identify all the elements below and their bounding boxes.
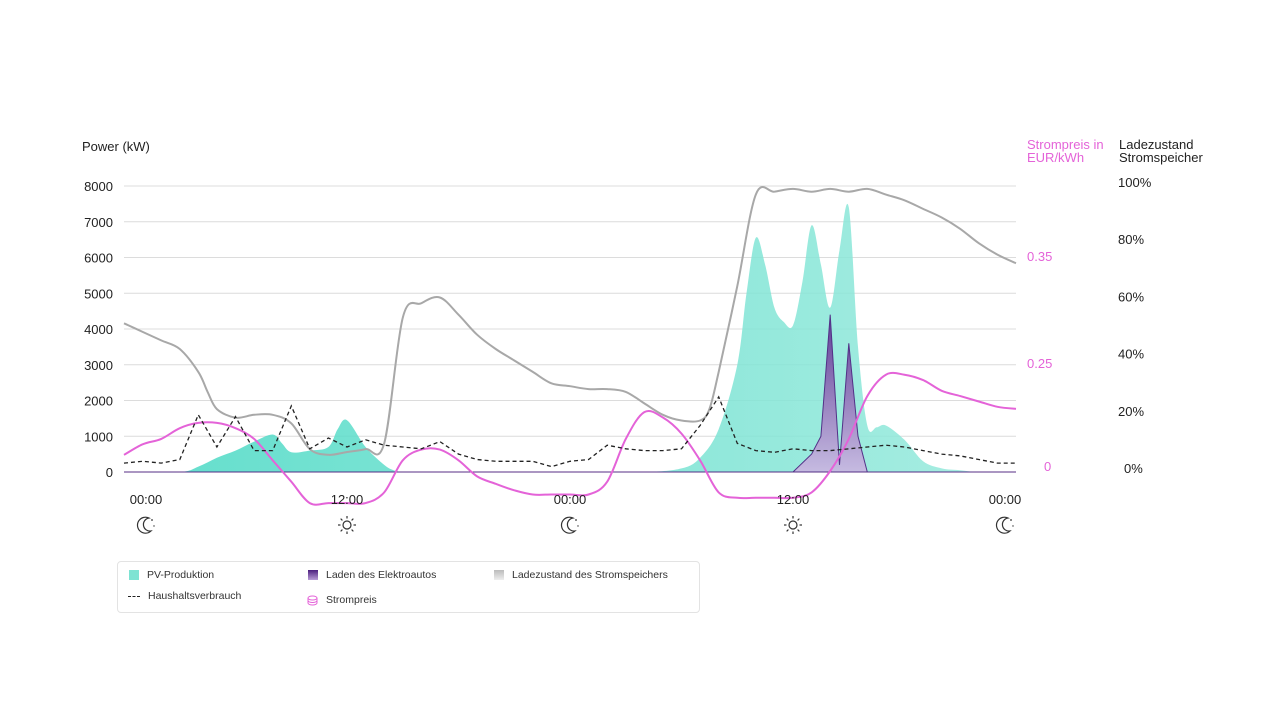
soc-axis-title-line1: Ladezustand xyxy=(1119,137,1193,152)
price-tick-label: 0 xyxy=(1044,459,1051,474)
left-tick-label: 3000 xyxy=(84,358,113,373)
sun-icon xyxy=(784,516,802,534)
sun-core xyxy=(788,520,798,530)
left-tick-label: 2000 xyxy=(84,394,113,409)
moon-star xyxy=(1010,519,1012,521)
sun-ray xyxy=(351,518,354,521)
left-tick-label: 1000 xyxy=(84,429,113,444)
moon-shape xyxy=(995,516,1012,534)
moon-star xyxy=(575,519,577,521)
legend-item-ev: Laden des Elektroautos xyxy=(308,569,436,581)
left-tick-label: 0 xyxy=(106,465,113,480)
left-tick-label: 6000 xyxy=(84,251,113,266)
legend-item-household: Haushaltsverbrauch xyxy=(128,590,241,602)
sun-core xyxy=(342,520,352,530)
soc-tick-label: 100% xyxy=(1118,175,1152,190)
ev-charging-area xyxy=(124,314,1016,473)
soc-tick-label: 0% xyxy=(1124,461,1143,476)
sun-ray xyxy=(340,518,343,521)
soc-tick-label: 20% xyxy=(1118,404,1144,419)
sun-icon xyxy=(338,516,356,534)
sun-ray xyxy=(351,529,354,532)
price-axis-title-line2: EUR/kWh xyxy=(1027,150,1084,165)
left-tick-label: 4000 xyxy=(84,322,113,337)
battery-soc-line xyxy=(123,186,1017,456)
x-tick-label: 00:00 xyxy=(130,492,163,507)
legend-label-ev: Laden des Elektroautos xyxy=(326,569,437,581)
x-tick-label: 12:00 xyxy=(331,492,364,507)
price-tick-label: 0.25 xyxy=(1027,356,1052,371)
price-tick-label: 0.35 xyxy=(1027,249,1052,264)
chart-legend: PV-Produktion Laden des Elektroautos Lad… xyxy=(117,561,700,613)
battery-swatch-icon xyxy=(494,570,504,580)
dashed-line-icon xyxy=(128,595,140,597)
left-axis-title: Power (kW) xyxy=(82,139,150,154)
left-tick-label: 7000 xyxy=(84,215,113,230)
moon-icon xyxy=(995,516,1014,534)
sun-ray xyxy=(786,518,789,521)
moon-star xyxy=(1012,525,1014,527)
soc-axis-title-line2: Stromspeicher xyxy=(1119,150,1203,165)
moon-icon xyxy=(136,516,155,534)
sun-ray xyxy=(340,529,343,532)
x-tick-label: 00:00 xyxy=(554,492,587,507)
legend-item-price: Strompreis xyxy=(307,594,377,606)
soc-tick-label: 80% xyxy=(1118,232,1144,247)
moon-star xyxy=(577,525,579,527)
ev-swatch-icon xyxy=(308,570,318,580)
legend-item-battery: Ladezustand des Stromspeichers xyxy=(494,569,668,581)
sun-ray xyxy=(797,518,800,521)
moon-shape xyxy=(136,516,153,534)
moon-star xyxy=(151,519,153,521)
legend-label-battery: Ladezustand des Stromspeichers xyxy=(512,569,668,581)
soc-tick-label: 60% xyxy=(1118,289,1144,304)
legend-item-pv: PV-Produktion xyxy=(129,569,214,581)
household-consumption-line xyxy=(123,395,1016,468)
left-tick-label: 8000 xyxy=(84,179,113,194)
left-tick-label: 5000 xyxy=(84,286,113,301)
legend-label-price: Strompreis xyxy=(326,594,377,606)
x-tick-label: 12:00 xyxy=(777,492,810,507)
sun-ray xyxy=(797,529,800,532)
soc-tick-label: 40% xyxy=(1118,347,1144,362)
moon-star xyxy=(153,525,155,527)
legend-label-pv: PV-Produktion xyxy=(147,569,215,581)
moon-shape xyxy=(560,516,577,534)
pv-production-area xyxy=(124,203,1016,473)
sun-ray xyxy=(786,529,789,532)
electricity-price-line xyxy=(123,371,1017,506)
legend-label-household: Haushaltsverbrauch xyxy=(148,590,242,602)
moon-icon xyxy=(560,516,579,534)
price-axis-title-line1: Strompreis in xyxy=(1027,137,1104,152)
coins-icon xyxy=(307,595,318,605)
pv-swatch-icon xyxy=(129,570,139,580)
x-tick-label: 00:00 xyxy=(989,492,1022,507)
